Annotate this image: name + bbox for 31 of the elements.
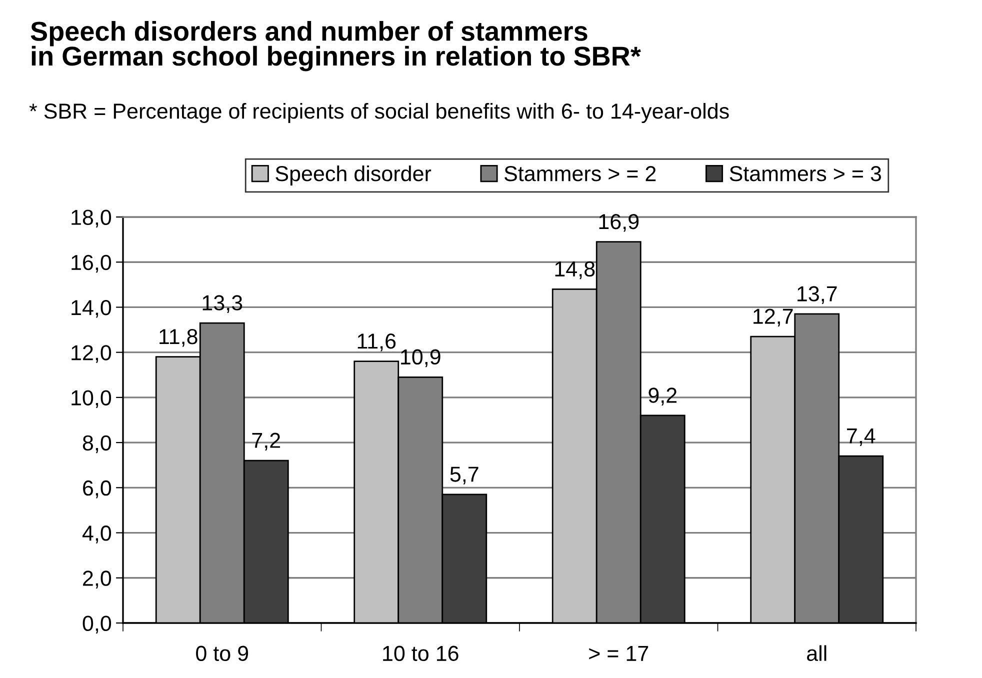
data-label: 12,7 [754,308,793,326]
y-tick-label: 0,0 [82,616,112,634]
y-tick-label: 14,0 [72,300,112,318]
data-label: 13,3 [202,295,242,313]
legend-label: Speech disorder [276,165,432,186]
data-label: 11,6 [358,334,396,352]
y-tick-label: 18,0 [72,210,112,228]
x-tick-label: 0 to 9 [196,646,248,662]
data-label: 13,7 [798,286,837,304]
data-label: 9,2 [648,388,677,406]
x-tick-label: all [807,645,826,662]
data-label: 16,9 [599,214,639,232]
x-tick-label: > = 17 [589,646,648,661]
y-tick-label: 2,0 [83,570,112,588]
x-tick-label: 10 to 16 [383,646,458,662]
data-label: 7,4 [847,428,876,446]
y-tick-label: 16,0 [72,254,112,273]
y-tick-label: 10,0 [72,390,112,408]
data-label: 7,2 [252,432,280,451]
y-tick-label: 6,0 [83,480,112,498]
data-label: 11,8 [160,329,198,347]
y-tick-label: 8,0 [82,435,112,454]
chart-subtitle: * SBR = Percentage of recipients of social benefits with 6- to 14-year-olds [29,102,729,124]
y-tick-label: 4,0 [82,526,112,544]
legend-label: Stammers > = 3 [730,166,881,182]
chart-title: Speech disorders and number of stammers in German school beginners in relation to SBR* [30,21,641,72]
data-label: 14,8 [555,261,595,280]
data-label: 5,7 [450,466,478,484]
y-tick-label: 12,0 [72,345,112,363]
legend-label: Stammers > = 2 [504,166,656,182]
data-label: 10,9 [401,349,440,368]
